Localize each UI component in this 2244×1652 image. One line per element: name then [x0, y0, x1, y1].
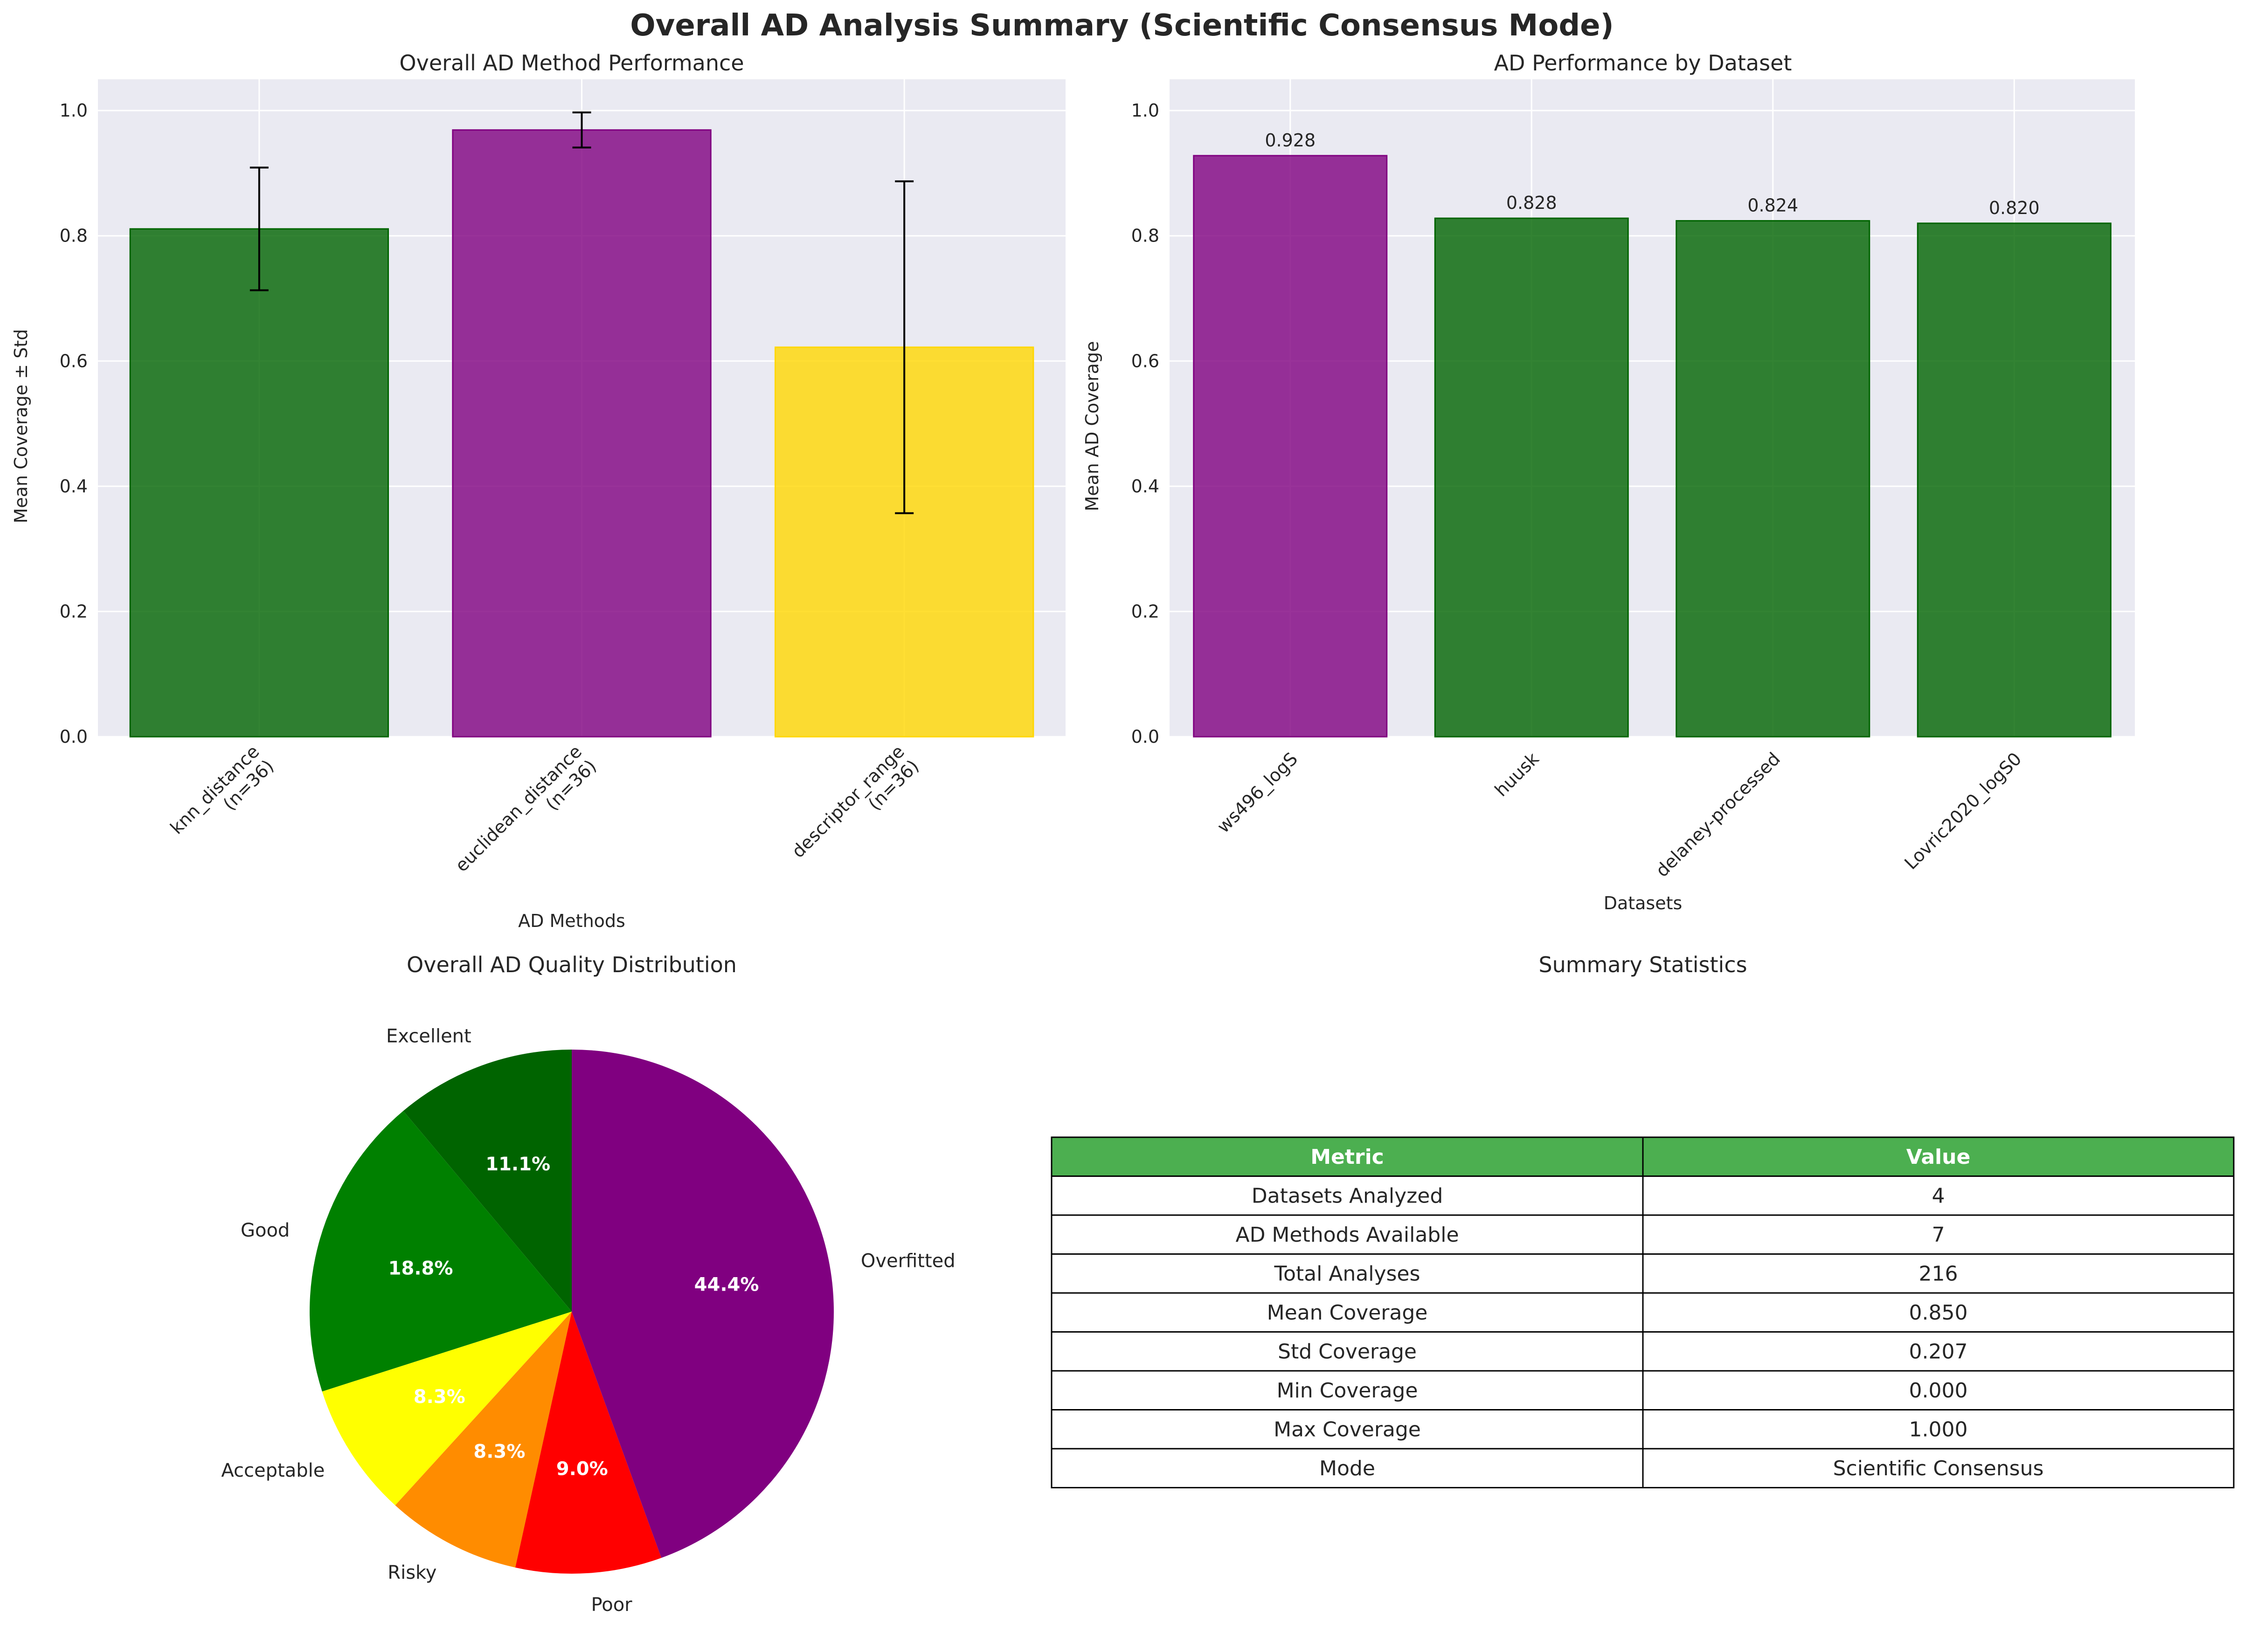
pie-category-label: Acceptable	[221, 1460, 325, 1481]
pie-slice	[515, 1312, 662, 1574]
bar-value-label: 0.820	[1989, 198, 2040, 218]
pie-percent-label: 18.8%	[388, 1258, 453, 1279]
table-cell	[1051, 1448, 1644, 1488]
pie-percent-label: 8.3%	[473, 1441, 525, 1462]
table-value-cell: 216	[1919, 1262, 1958, 1286]
chart2-xlabel: Datasets	[1604, 893, 1683, 913]
pie-percent-label: 8.3%	[414, 1386, 465, 1408]
table-metric-cell: Datasets Analyzed	[1252, 1184, 1443, 1208]
y-tick-label: 0.6	[1131, 351, 1159, 371]
table-value-cell: 4	[1932, 1184, 1945, 1208]
bar	[452, 129, 712, 738]
x-tick-label: ws496_logS	[1213, 748, 1302, 837]
table-metric-cell: Mode	[1319, 1457, 1375, 1480]
pie-percent-label: 9.0%	[556, 1458, 608, 1479]
y-tick-label: 1.0	[60, 100, 88, 121]
chart2-title: AD Performance by Dataset	[1494, 50, 1792, 76]
chart3-title: Overall AD Quality Distribution	[407, 952, 737, 977]
bar	[1434, 217, 1629, 738]
table-cell	[1642, 1214, 2235, 1255]
pie-percent-label: 44.4%	[694, 1274, 759, 1295]
pie-slice	[310, 1111, 572, 1392]
y-tick-label: 1.0	[1131, 100, 1159, 121]
table-header-cell: Value	[1906, 1145, 1971, 1169]
table-metric-cell: Std Coverage	[1278, 1340, 1417, 1363]
figure-title: Overall AD Analysis Summary (Scientific …	[630, 8, 1614, 43]
table-value-cell: 7	[1932, 1223, 1945, 1247]
chart1-title: Overall AD Method Performance	[399, 50, 744, 76]
y-tick-label: 0.4	[1131, 476, 1159, 497]
pie-category-label: Good	[241, 1220, 290, 1241]
method-performance-chart: Overall AD Method Performance AD Methods…	[11, 50, 1066, 931]
table-metric-cell: Min Coverage	[1277, 1379, 1418, 1403]
bar-value-label: 0.824	[1747, 195, 1798, 215]
x-tick-label: huusk	[1491, 748, 1543, 801]
x-tick-label: euclidean_distance(n=36)	[451, 741, 600, 891]
table-cell	[1642, 1175, 2235, 1216]
pie-slice	[395, 1312, 572, 1568]
x-tick-label: descriptor_range(n=36)	[788, 741, 923, 877]
y-tick-label: 0.8	[60, 226, 88, 246]
table-cell	[1642, 1292, 2235, 1333]
table-cell	[1051, 1331, 1644, 1372]
x-tick-label: delaney-processed	[1652, 748, 1784, 881]
table-header-cell: Metric	[1310, 1145, 1384, 1169]
bar	[129, 228, 389, 738]
y-tick-label: 0.2	[1131, 601, 1159, 622]
chart2-ylabel: Mean AD Coverage	[1082, 341, 1102, 511]
pie-category-label: Excellent	[386, 1026, 471, 1047]
bar	[1193, 155, 1388, 738]
pie-percent-label: 11.1%	[485, 1154, 550, 1175]
pie-slice	[403, 1050, 572, 1312]
table-cell	[1642, 1253, 2235, 1294]
y-tick-label: 0.4	[60, 476, 88, 497]
table-cell	[1642, 1448, 2235, 1488]
bar	[1917, 222, 2112, 738]
x-tick-label: Lovric2020_logS0	[1900, 748, 2025, 873]
table-cell	[1051, 1409, 1644, 1450]
bar-value-label: 0.828	[1506, 193, 1557, 213]
bar-value-label: 0.928	[1265, 130, 1316, 151]
pie-slice	[322, 1312, 572, 1506]
table-metric-cell: Mean Coverage	[1267, 1301, 1428, 1325]
y-tick-label: 0.8	[1131, 226, 1159, 246]
pie-category-label: Risky	[388, 1562, 436, 1583]
dataset-performance-chart: AD Performance by Dataset Datasets Mean …	[1082, 50, 2135, 913]
table-value-cell: 1.000	[1909, 1417, 1968, 1441]
pie-category-label: Poor	[591, 1594, 633, 1616]
chart1-xlabel: AD Methods	[518, 911, 625, 931]
bar	[1676, 220, 1870, 738]
y-tick-label: 0.0	[60, 726, 88, 747]
table-cell	[1642, 1331, 2235, 1372]
table-cell	[1051, 1253, 1644, 1294]
table-value-cell: 0.000	[1909, 1379, 1968, 1403]
table-value-cell: Scientific Consensus	[1833, 1457, 2044, 1480]
table-metric-cell: Total Analyses	[1274, 1262, 1420, 1286]
table-metric-cell: Max Coverage	[1274, 1417, 1421, 1441]
y-tick-label: 0.6	[60, 351, 88, 371]
pie-category-label: Overfitted	[861, 1251, 956, 1272]
y-tick-label: 0.2	[60, 601, 88, 622]
quality-distribution-pie: Overall AD Quality Distribution Excellen…	[221, 952, 955, 1616]
table-value-cell: 0.207	[1909, 1340, 1968, 1363]
pie-slice	[572, 1050, 834, 1558]
summary-statistics-table: Summary Statistics Metric Value Datasets A…	[1051, 952, 2235, 1488]
y-tick-label: 0.0	[1131, 726, 1159, 747]
table-metric-cell: AD Methods Available	[1235, 1223, 1459, 1247]
chart4-title: Summary Statistics	[1538, 952, 1747, 977]
table-cell	[1051, 1175, 1644, 1216]
table-cell	[1051, 1292, 1644, 1333]
x-tick-label: knn_distance(n=36)	[166, 741, 278, 853]
chart1-ylabel: Mean Coverage ± Std	[11, 329, 31, 524]
table-value-cell: 0.850	[1909, 1301, 1968, 1325]
